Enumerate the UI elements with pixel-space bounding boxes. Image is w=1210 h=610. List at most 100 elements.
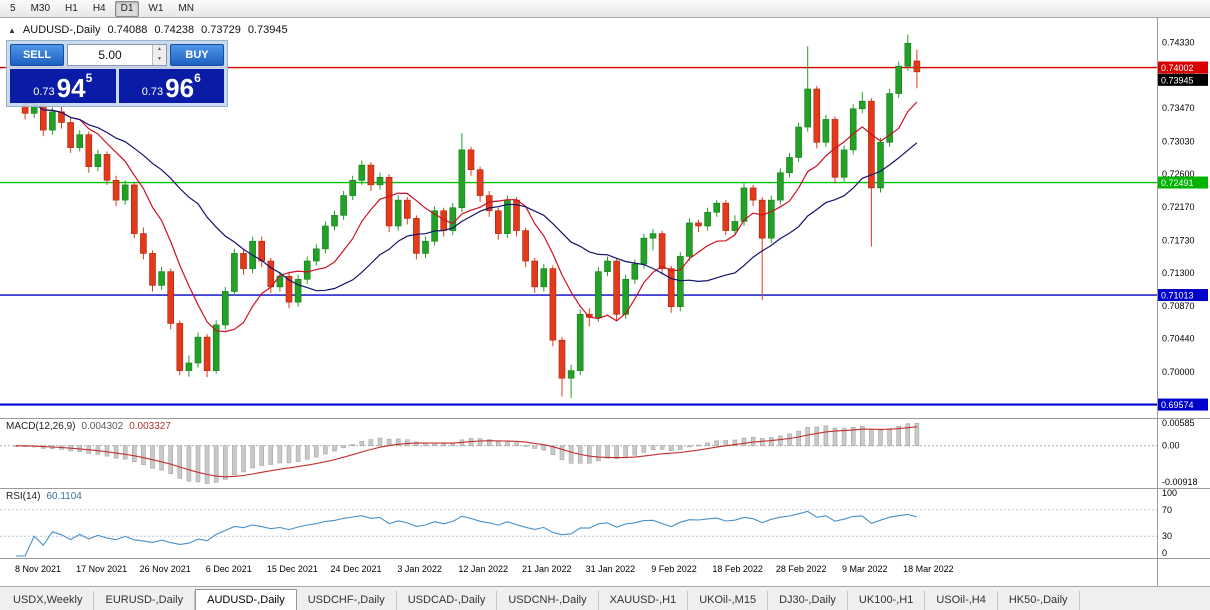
bid-pipette: 5 bbox=[85, 71, 93, 85]
date-label: 21 Jan 2022 bbox=[522, 564, 572, 574]
macd-histogram-bar bbox=[605, 445, 610, 459]
macd-histogram-bar bbox=[805, 427, 810, 446]
timeframe-w1[interactable]: W1 bbox=[148, 2, 164, 14]
tab-hk50-daily[interactable]: HK50-,Daily bbox=[998, 591, 1080, 610]
candle bbox=[840, 149, 848, 178]
macd-histogram-bar bbox=[232, 445, 237, 476]
tab-usdcad-daily[interactable]: USDCAD-,Daily bbox=[397, 591, 498, 610]
symbol-tabs: USDX,Weekly EURUSD-,Daily AUDUSD-,Daily USD… bbox=[0, 586, 1210, 610]
macd-histogram-bar bbox=[659, 445, 665, 450]
candle bbox=[312, 248, 320, 262]
chart-symbol-period: AUDUSD-,Daily bbox=[22, 24, 101, 36]
date-label: 26 Nov 2021 bbox=[140, 564, 191, 574]
one-click-trading-panel: SELL 5.00 ▲ ▼ BUY 0.73 94 5 0.73 bbox=[6, 40, 228, 107]
candle bbox=[731, 221, 739, 231]
date-label: 18 Feb 2022 bbox=[712, 564, 763, 574]
candle bbox=[886, 93, 893, 143]
macd-histogram-bar bbox=[814, 426, 820, 446]
macd-histogram-bar bbox=[159, 445, 164, 471]
macd-histogram-bar bbox=[104, 445, 110, 457]
macd-signal-value: 0.003327 bbox=[129, 421, 171, 432]
tab-dj30-daily[interactable]: DJ30-,Daily bbox=[768, 591, 848, 610]
price-tick-label: 0.74330 bbox=[1162, 38, 1195, 48]
ohlc-close: 0.73945 bbox=[247, 24, 288, 36]
price-tick-label: 0.70000 bbox=[1162, 367, 1195, 377]
candle bbox=[121, 184, 129, 201]
macd-histogram-bar bbox=[796, 430, 801, 446]
lower-blue-line-axis-label-text: 0.69574 bbox=[1161, 400, 1194, 410]
macd-histogram-bar bbox=[132, 445, 137, 463]
timeframe-mn[interactable]: MN bbox=[178, 2, 194, 14]
macd-histogram-bar bbox=[204, 445, 210, 484]
timeframe-h1[interactable]: H1 bbox=[65, 2, 78, 14]
candle bbox=[103, 154, 111, 181]
macd-histogram-bar bbox=[832, 427, 838, 446]
macd-histogram-bar bbox=[505, 441, 510, 446]
macd-histogram-bar bbox=[568, 445, 574, 464]
candle bbox=[522, 230, 529, 262]
macd-histogram-bar bbox=[687, 445, 692, 448]
candle bbox=[649, 233, 657, 239]
candle bbox=[786, 157, 793, 174]
macd-histogram-bar bbox=[905, 423, 911, 446]
candle bbox=[67, 122, 74, 148]
chart-area[interactable]: 0.743300.738900.734700.730300.726000.721… bbox=[0, 18, 1210, 586]
tab-xauusd-h1[interactable]: XAUUSD-,H1 bbox=[599, 591, 689, 610]
price-axis[interactable] bbox=[1157, 18, 1210, 558]
tab-eurusd-daily[interactable]: EURUSD-,Daily bbox=[94, 591, 196, 610]
timeframe-h4[interactable]: H4 bbox=[92, 2, 106, 14]
macd-histogram-bar bbox=[641, 445, 647, 453]
macd-histogram-bar bbox=[514, 442, 519, 446]
macd-tick-label: 0.00585 bbox=[1162, 418, 1195, 428]
tab-usoil-h4[interactable]: USOil-,H4 bbox=[925, 591, 998, 610]
candle bbox=[549, 268, 557, 341]
tab-uk100-h1[interactable]: UK100-,H1 bbox=[848, 591, 926, 610]
price-tick-label: 0.70440 bbox=[1162, 334, 1195, 344]
date-label: 9 Feb 2022 bbox=[651, 564, 697, 574]
candle bbox=[913, 60, 921, 73]
candle bbox=[849, 108, 857, 151]
ma-slow-line bbox=[15, 91, 918, 292]
timeframe-5[interactable]: 5 bbox=[10, 2, 16, 14]
sell-button[interactable]: SELL bbox=[10, 44, 64, 66]
tab-usdchf-daily[interactable]: USDCHF-,Daily bbox=[297, 591, 397, 610]
macd-histogram-bar bbox=[769, 437, 774, 446]
macd-histogram-bar bbox=[477, 438, 483, 446]
timeframe-m30[interactable]: M30 bbox=[30, 2, 51, 14]
macd-histogram-bar bbox=[841, 428, 847, 446]
candle bbox=[822, 119, 830, 143]
macd-histogram-bar bbox=[441, 443, 446, 446]
candle bbox=[158, 271, 165, 286]
volume-input[interactable]: 5.00 ▲ ▼ bbox=[67, 44, 167, 66]
macd-histogram-bar bbox=[141, 445, 146, 465]
volume-increase-button[interactable]: ▲ bbox=[153, 45, 166, 55]
tab-usdx-weekly[interactable]: USDX,Weekly bbox=[2, 591, 95, 610]
date-label: 31 Jan 2022 bbox=[586, 564, 636, 574]
ask-price-box[interactable]: 0.73 96 6 bbox=[118, 69, 224, 103]
macd-histogram-bar bbox=[213, 445, 219, 483]
rsi-header: RSI(14) 60.1104 bbox=[6, 491, 82, 502]
macd-histogram-bar bbox=[259, 445, 264, 466]
volume-value: 5.00 bbox=[98, 48, 122, 62]
volume-decrease-button[interactable]: ▼ bbox=[153, 55, 166, 65]
macd-histogram-bar bbox=[314, 445, 319, 458]
tab-usdcnh-daily[interactable]: USDCNH-,Daily bbox=[497, 591, 599, 610]
timeframe-d1[interactable]: D1 bbox=[114, 0, 140, 17]
bid-price-box[interactable]: 0.73 94 5 bbox=[10, 69, 116, 103]
macd-histogram-bar bbox=[823, 425, 829, 446]
tab-audusd-daily[interactable]: AUDUSD-,Daily bbox=[195, 589, 297, 610]
macd-histogram-bar bbox=[414, 441, 419, 446]
date-label: 12 Jan 2022 bbox=[458, 564, 508, 574]
volume-spinner: ▲ ▼ bbox=[152, 45, 166, 65]
date-label: 18 Mar 2022 bbox=[903, 564, 954, 574]
time-axis[interactable] bbox=[0, 558, 1157, 586]
macd-histogram-bar bbox=[405, 439, 410, 446]
candle bbox=[149, 253, 156, 286]
candle bbox=[85, 134, 93, 167]
buy-button[interactable]: BUY bbox=[170, 44, 224, 66]
blue-support-line-axis-label-text: 0.71013 bbox=[1161, 291, 1194, 301]
tab-ukoil-m15[interactable]: UKOil-,M15 bbox=[688, 591, 769, 610]
price-tick-label: 0.71300 bbox=[1162, 268, 1195, 278]
candle bbox=[613, 260, 620, 315]
